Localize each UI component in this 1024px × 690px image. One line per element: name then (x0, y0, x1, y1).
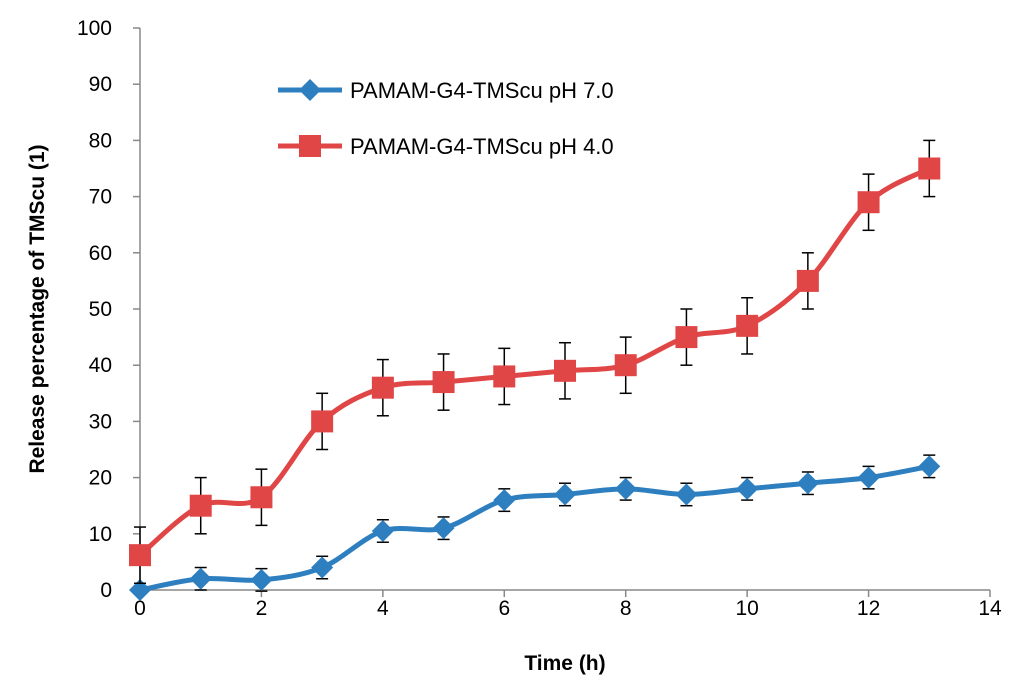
x-tick-label: 12 (857, 597, 880, 620)
data-point (918, 455, 941, 478)
series-ph-7 (129, 454, 941, 601)
y-tick-label: 60 (89, 242, 112, 265)
x-tick-label: 0 (134, 597, 146, 620)
data-point (857, 191, 880, 214)
data-point (614, 354, 637, 377)
y-axis-title: Release percentage of TMScu (1) (26, 144, 49, 473)
x-axis-title: Time (h) (524, 652, 605, 675)
y-tick-label: 70 (89, 186, 112, 209)
data-point (554, 359, 576, 382)
y-tick-label: 40 (89, 354, 112, 377)
legend: PAMAM-G4-TMScu pH 7.0 PAMAM-G4-TMScu pH 4… (278, 78, 614, 159)
legend-marker (299, 79, 321, 101)
data-point (675, 483, 698, 506)
data-point (736, 477, 759, 500)
y-tick-label: 30 (89, 410, 112, 433)
data-point (189, 567, 212, 590)
legend-label: PAMAM-G4-TMScu pH 7.0 (350, 78, 614, 103)
legend-marker (299, 135, 321, 157)
x-tick-label: 6 (498, 597, 510, 620)
y-tick-label: 50 (89, 298, 112, 321)
legend-label: PAMAM-G4-TMScu pH 4.0 (350, 134, 614, 159)
data-point (554, 483, 576, 506)
data-point (129, 579, 151, 601)
y-tick-label: 100 (77, 17, 112, 40)
data-point (432, 371, 455, 394)
x-tick-label: 2 (256, 597, 268, 620)
series-group (129, 139, 941, 601)
data-point (796, 472, 819, 495)
data-point (736, 314, 759, 337)
data-point (371, 519, 394, 542)
data-point (675, 326, 698, 349)
legend-item: PAMAM-G4-TMScu pH 7.0 (278, 78, 614, 103)
x-tick-label: 8 (620, 597, 632, 620)
series-ph-4 (129, 139, 941, 585)
x-tick-label: 4 (377, 597, 389, 620)
data-point (796, 269, 819, 292)
x-tick-label: 10 (735, 597, 758, 620)
data-point (189, 494, 212, 517)
data-point (493, 365, 516, 388)
y-tick-label: 10 (89, 523, 112, 546)
y-tick-label: 20 (89, 467, 112, 490)
y-tick-label: 0 (100, 579, 112, 602)
data-point (493, 489, 516, 512)
data-point (371, 376, 394, 399)
data-point (918, 157, 941, 180)
data-point (250, 568, 273, 591)
data-point (857, 466, 880, 489)
x-tick-label: 14 (978, 597, 1002, 620)
data-point (250, 486, 273, 509)
data-point (129, 544, 151, 567)
y-tick-label: 80 (89, 129, 112, 152)
data-point (311, 410, 334, 433)
legend-item: PAMAM-G4-TMScu pH 4.0 (278, 134, 614, 159)
axes: 0 10 20 30 40 50 60 70 80 90 100 0 2 4 6 8 10 12 14 (77, 17, 1002, 620)
y-tick-label: 90 (89, 73, 112, 96)
data-point (432, 517, 455, 540)
data-point (614, 477, 637, 500)
data-point (311, 556, 334, 579)
